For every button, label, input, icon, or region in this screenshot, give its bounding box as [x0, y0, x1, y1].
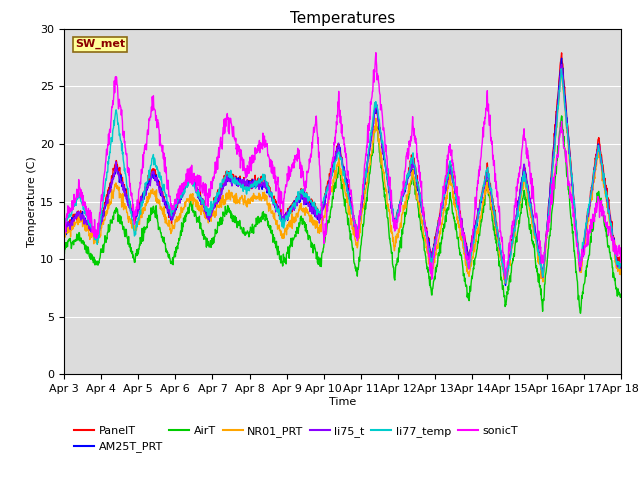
li77_temp: [170, 202, 178, 208]
PanelT: [184, 178, 191, 183]
li77_temp: [60, 222, 68, 228]
PanelT: [60, 224, 68, 229]
Line: AM25T_PRT: AM25T_PRT: [64, 58, 621, 285]
NR01_PRT: [429, 265, 436, 271]
NR01_PRT: [617, 272, 625, 277]
Title: Temperatures: Temperatures: [290, 11, 395, 26]
PanelT: [617, 253, 625, 259]
sonicT: [170, 201, 178, 206]
AM25T_PRT: [502, 282, 509, 288]
Line: sonicT: sonicT: [64, 53, 621, 279]
li77_temp: [557, 66, 565, 72]
sonicT: [372, 50, 380, 56]
li75_t: [502, 278, 509, 284]
Line: li75_t: li75_t: [64, 64, 621, 282]
AM25T_PRT: [246, 185, 254, 191]
li75_t: [617, 265, 625, 271]
NR01_PRT: [60, 231, 68, 237]
PanelT: [502, 275, 509, 281]
AM25T_PRT: [429, 251, 436, 256]
sonicT: [502, 265, 510, 271]
li77_temp: [502, 280, 509, 286]
NR01_PRT: [246, 201, 254, 206]
AM25T_PRT: [617, 263, 625, 268]
Legend: PanelT, AM25T_PRT, AirT, NR01_PRT, li75_t, li77_temp, sonicT: PanelT, AM25T_PRT, AirT, NR01_PRT, li75_…: [70, 421, 522, 457]
PanelT: [170, 208, 178, 214]
AirT: [557, 113, 565, 119]
li75_t: [184, 169, 191, 175]
li77_temp: [429, 256, 436, 262]
Line: PanelT: PanelT: [64, 53, 621, 284]
sonicT: [428, 276, 435, 282]
li75_t: [246, 179, 254, 185]
Y-axis label: Temperature (C): Temperature (C): [28, 156, 37, 247]
AirT: [184, 211, 191, 216]
li75_t: [429, 246, 436, 252]
PanelT: [429, 251, 436, 256]
Text: SW_met: SW_met: [75, 39, 125, 49]
PanelT: [246, 178, 254, 183]
X-axis label: Time: Time: [329, 397, 356, 407]
li77_temp: [617, 261, 625, 267]
sonicT: [552, 164, 559, 169]
li77_temp: [184, 182, 191, 188]
AirT: [246, 228, 254, 234]
NR01_PRT: [551, 138, 559, 144]
AirT: [170, 252, 178, 258]
AirT: [429, 286, 436, 291]
Line: AirT: AirT: [64, 116, 621, 313]
sonicT: [617, 259, 625, 265]
AM25T_PRT: [170, 209, 178, 215]
AirT: [551, 186, 559, 192]
AM25T_PRT: [551, 129, 559, 134]
li75_t: [170, 210, 178, 216]
li75_t: [60, 225, 68, 230]
NR01_PRT: [557, 64, 565, 70]
sonicT: [184, 179, 191, 184]
li75_t: [502, 279, 510, 285]
NR01_PRT: [184, 197, 191, 203]
NR01_PRT: [501, 280, 509, 286]
Line: li77_temp: li77_temp: [64, 69, 621, 283]
AirT: [502, 301, 509, 307]
sonicT: [246, 154, 254, 160]
PanelT: [502, 281, 509, 287]
li75_t: [551, 135, 559, 141]
AirT: [617, 291, 625, 297]
PanelT: [551, 122, 559, 128]
sonicT: [429, 256, 437, 262]
sonicT: [60, 226, 68, 231]
AM25T_PRT: [60, 227, 68, 233]
PanelT: [557, 50, 565, 56]
AirT: [577, 311, 584, 316]
NR01_PRT: [502, 272, 509, 277]
AM25T_PRT: [184, 175, 191, 180]
li77_temp: [551, 140, 559, 145]
li77_temp: [246, 184, 254, 190]
Line: NR01_PRT: NR01_PRT: [64, 67, 621, 283]
li77_temp: [502, 279, 509, 285]
AirT: [60, 247, 68, 252]
AM25T_PRT: [557, 55, 565, 61]
li75_t: [557, 61, 565, 67]
NR01_PRT: [170, 226, 178, 231]
AM25T_PRT: [502, 278, 509, 284]
